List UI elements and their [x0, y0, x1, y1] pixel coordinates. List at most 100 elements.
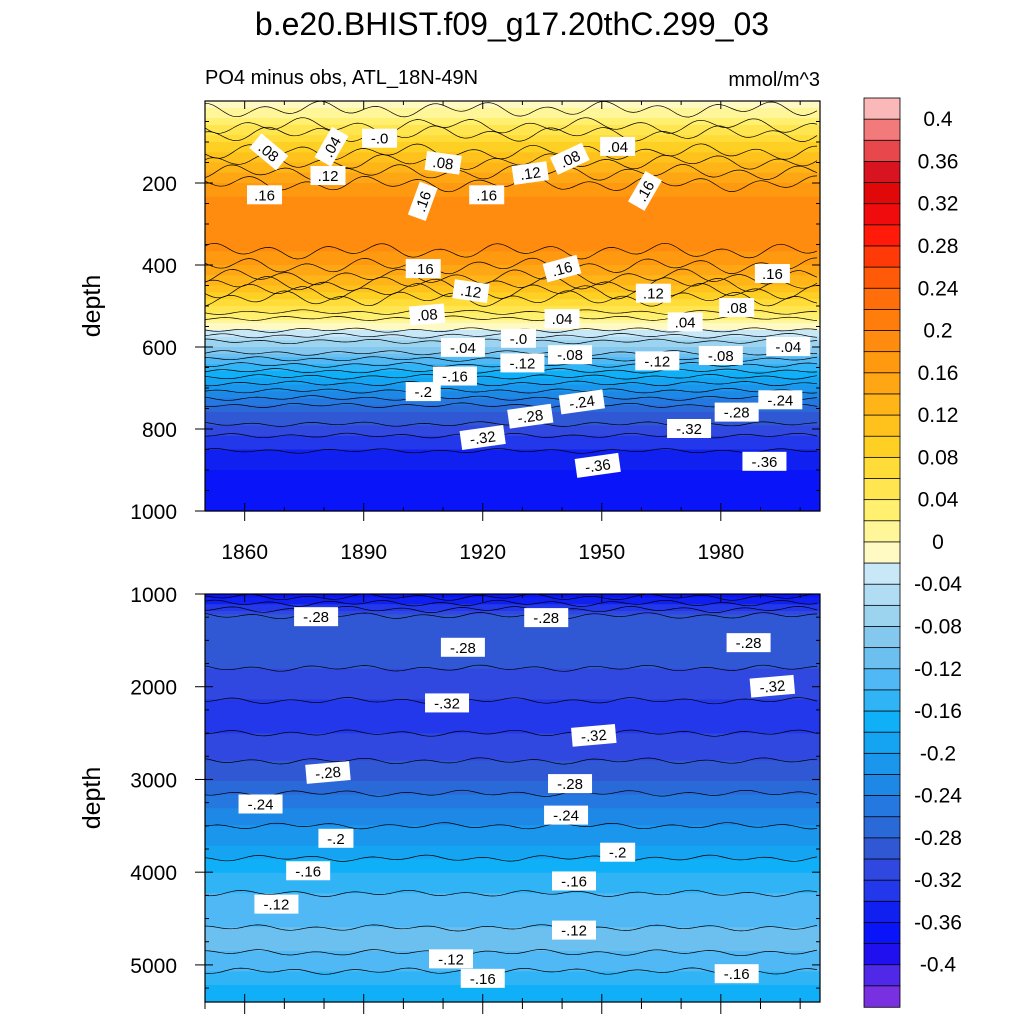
- depth-band: [205, 651, 820, 656]
- colorbar-label: -0.24: [914, 785, 962, 808]
- depth-band: [205, 774, 820, 779]
- depth-band: [205, 230, 820, 235]
- depth-band: [205, 893, 820, 898]
- y-tick-label: 800: [142, 419, 177, 442]
- colorbar-label: -0.2: [920, 742, 956, 765]
- contour-label: .08: [424, 150, 462, 175]
- contour-label-text: -.32: [469, 428, 497, 448]
- depth-band: [205, 504, 820, 509]
- depth-band: [205, 285, 820, 290]
- contour-label: -.28: [524, 608, 569, 628]
- depth-band: [205, 641, 820, 646]
- colorbar-swatch: [863, 435, 901, 459]
- contour-line: [204, 175, 818, 193]
- contour-label: -.24: [238, 794, 283, 814]
- contour-label-bg: [318, 828, 354, 848]
- depth-band: [205, 107, 820, 112]
- depth-band: [205, 148, 820, 153]
- depth-band: [205, 964, 820, 969]
- contour-label: .16: [405, 259, 441, 279]
- contour-label: .04: [667, 312, 703, 332]
- depth-band: [205, 944, 820, 949]
- contour-label-bg: [408, 303, 446, 326]
- depth-band: [205, 251, 820, 256]
- depth-band: [205, 798, 820, 802]
- x-tick-label: 1920: [459, 541, 506, 564]
- contour-line: [204, 315, 818, 321]
- depth-band: [205, 370, 820, 375]
- contour-line: [204, 309, 818, 315]
- contour-label-bg: [548, 345, 593, 365]
- contour-line: [204, 125, 818, 142]
- contour-label: .12: [310, 166, 346, 186]
- depth-band: [205, 624, 820, 629]
- contour-label-text: -.12: [263, 897, 289, 914]
- contour-label-bg: [714, 964, 759, 984]
- depth-band: [205, 227, 820, 232]
- depth-band: [205, 432, 820, 437]
- contour-label-bg: [635, 351, 680, 371]
- contour-label: -.32: [425, 693, 470, 713]
- depth-band: [205, 470, 820, 475]
- depth-band: [205, 607, 820, 612]
- contour-label-text: -.2: [414, 384, 432, 401]
- depth-band: [205, 210, 820, 215]
- contour-line: [204, 153, 818, 170]
- depth-band: [205, 645, 820, 649]
- depth-band: [205, 326, 820, 331]
- depth-band: [205, 835, 820, 840]
- contour-label-text: .16: [550, 259, 575, 281]
- contour-label: .16: [469, 185, 505, 205]
- contour-label-text: .04: [552, 311, 573, 328]
- colorbar: 0.4 0.36 0.32 0.28 0.24 0.2 0.16 0.12 0.08 0.04 0 -…: [863, 97, 962, 1008]
- y-tick-label: 2000: [130, 677, 177, 700]
- contour-label-text: -.24: [248, 796, 274, 813]
- contour-label-text: -.32: [676, 421, 702, 438]
- colorbar-label: -0.28: [914, 827, 962, 850]
- colorbar-label: 0.32: [918, 193, 959, 216]
- colorbar-label: -0.08: [914, 615, 962, 638]
- depth-band: [205, 200, 820, 205]
- contour-label: -.16: [432, 366, 477, 386]
- depth-band: [205, 323, 820, 328]
- contour-label-text: -.36: [584, 456, 612, 476]
- contour-label-text: .12: [519, 164, 542, 184]
- colorbar-swatch: [863, 922, 901, 945]
- colorbar-swatch: [863, 330, 901, 353]
- contour-label: .04: [600, 136, 636, 156]
- contour-label: -.16: [286, 861, 331, 881]
- contour-label: -.2: [405, 382, 441, 402]
- contour-line: [204, 117, 818, 134]
- depth-band: [205, 224, 820, 229]
- depth-band: [205, 631, 820, 636]
- contour-line: [204, 432, 818, 439]
- depth-band: [205, 842, 820, 847]
- contour-label-bg: [405, 382, 441, 402]
- depth-band: [205, 740, 820, 745]
- depth-band: [205, 692, 820, 697]
- contour-label-bg: [440, 337, 485, 357]
- contour-line: [204, 664, 818, 672]
- contour-line: [204, 854, 818, 862]
- depth-band: [205, 189, 820, 194]
- contour-label-text: .16: [412, 189, 435, 214]
- colorbar-swatch: [863, 118, 901, 141]
- contour-label-bg: [742, 451, 787, 471]
- colorbar-swatch: [863, 456, 901, 480]
- colorbar-swatch: [863, 478, 901, 501]
- chart-title: b.e20.BHIST.f09_g17.20thC.299_03: [254, 6, 770, 42]
- depth-band: [205, 288, 820, 293]
- depth-band: [205, 937, 820, 942]
- contour-label-text: -.24: [568, 393, 596, 413]
- contour-label-bg: [429, 949, 473, 969]
- contour-label-text: -.24: [767, 392, 793, 409]
- depth-band: [205, 384, 820, 389]
- depth-band: [205, 217, 820, 222]
- contour-label: -.28: [714, 402, 759, 422]
- contour-label-bg: [405, 259, 441, 279]
- depth-band: [205, 101, 820, 106]
- depth-band: [205, 442, 820, 447]
- contour-label-text: -.28: [303, 609, 329, 626]
- depth-band: [205, 452, 820, 457]
- contour-label-text: .16: [413, 261, 434, 278]
